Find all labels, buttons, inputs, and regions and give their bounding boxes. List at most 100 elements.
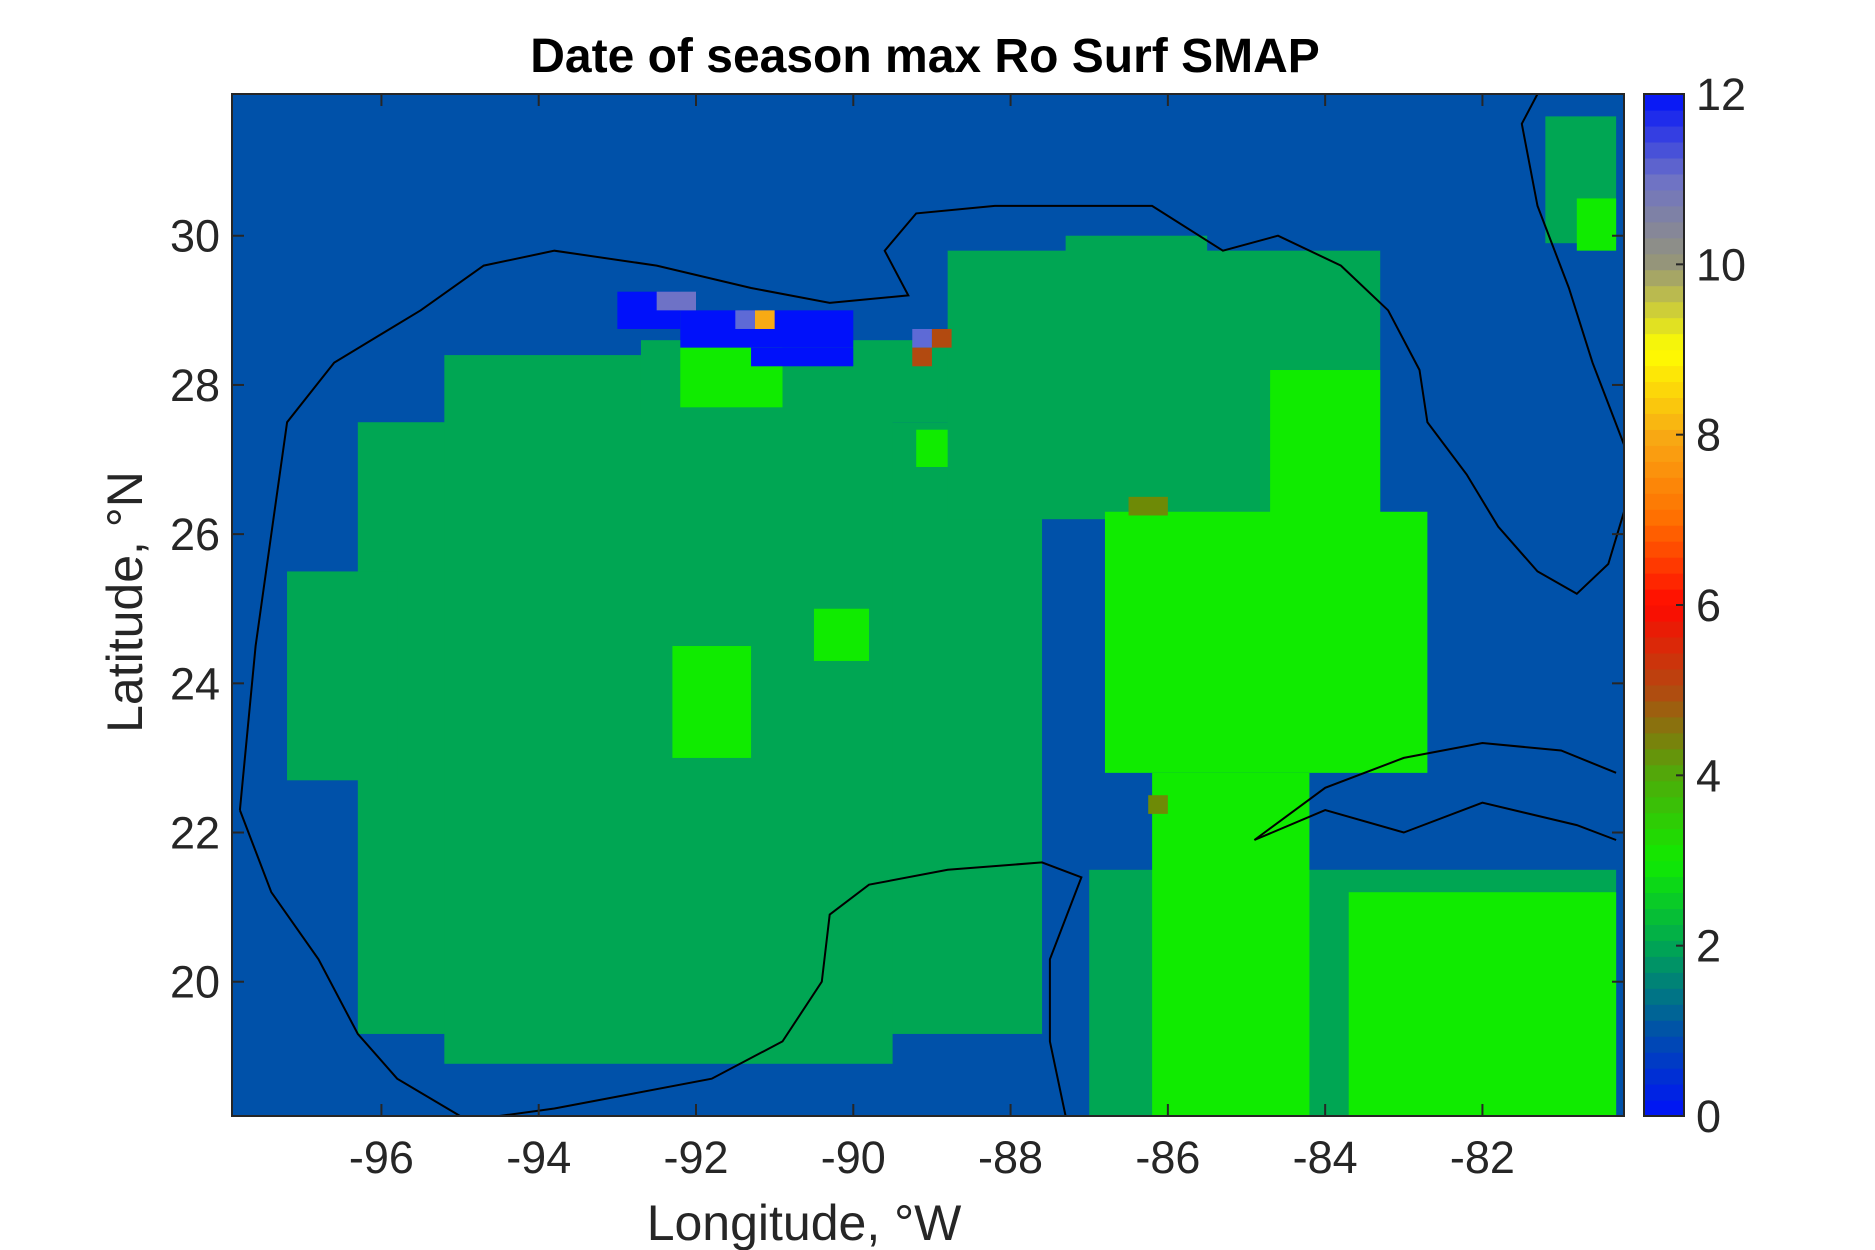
coastline-segment-3 — [1254, 801, 1617, 841]
colorbar-step — [1644, 1004, 1684, 1021]
colorbar-step — [1644, 173, 1684, 191]
y-tick-label: 20 — [170, 957, 220, 1008]
x-tick-label: -88 — [978, 1132, 1043, 1183]
colorbar-step — [1644, 956, 1684, 973]
colorbar-step — [1644, 141, 1684, 159]
colorbar-gradient — [1644, 94, 1684, 1117]
coastline-segment-1 — [1520, 93, 1625, 445]
coastline-segment-4 — [499, 861, 1083, 1117]
colorbar-step — [1644, 557, 1684, 574]
colorbar-step — [1644, 892, 1684, 910]
coastline-segment-5 — [238, 809, 461, 1117]
heatmap-cell-13 — [916, 429, 948, 467]
colorbar-step — [1644, 285, 1684, 303]
colorbar-step — [1644, 796, 1684, 814]
x-tick-label: -96 — [349, 1132, 414, 1183]
colorbar-tick-label: 8 — [1696, 410, 1721, 461]
x-axis: -96 -94 -92 -90 -88 -86 -84 -82 — [349, 94, 1515, 1183]
colorbar-step — [1644, 525, 1684, 542]
colorbar-step — [1644, 1084, 1684, 1101]
colorbar-step — [1644, 620, 1684, 638]
heatmap-cell-20 — [656, 291, 696, 311]
colorbar-step — [1644, 221, 1684, 239]
heatmap-cell-22 — [754, 310, 775, 329]
colorbar-step — [1644, 988, 1684, 1005]
heatmap-cell-23 — [912, 328, 932, 348]
colorbar-step — [1644, 189, 1684, 207]
colorbar-step — [1644, 445, 1684, 462]
colorbar-step — [1644, 908, 1684, 925]
plot-area — [231, 93, 1625, 1117]
y-tick-label: 26 — [170, 509, 220, 560]
colorbar-step — [1644, 493, 1684, 510]
colorbar-step — [1644, 876, 1684, 894]
colorbar-step — [1644, 429, 1684, 446]
x-tick-label: -94 — [506, 1132, 571, 1183]
heatmap-cell-24 — [931, 328, 952, 348]
colorbar-step — [1644, 636, 1684, 654]
colorbar-step — [1644, 748, 1684, 766]
colorbar-tick-label: 2 — [1696, 921, 1721, 972]
colorbar-step — [1644, 125, 1684, 143]
heatmap-cell-10 — [1270, 370, 1381, 572]
colorbar-step — [1644, 668, 1684, 686]
colorbar-step — [1644, 812, 1684, 830]
coastline-segment-0 — [238, 204, 1625, 811]
colorbar-step — [1644, 94, 1684, 111]
colorbar-tick-label: 6 — [1696, 580, 1721, 631]
y-tick-label: 30 — [170, 211, 220, 262]
colorbar-step — [1644, 605, 1684, 622]
colorbar: 0 2 4 6 8 10 12 — [1643, 69, 1746, 1142]
colorbar-tick-label: 4 — [1696, 750, 1721, 801]
x-tick-label: -92 — [663, 1132, 728, 1183]
colorbar-tick-label: 12 — [1696, 69, 1746, 120]
colorbar-step — [1644, 924, 1684, 941]
colorbar-step — [1644, 381, 1684, 399]
colorbar-step — [1644, 700, 1684, 718]
colorbar-step — [1644, 317, 1684, 335]
colorbar-step — [1644, 1020, 1684, 1037]
heatmap-cell-5 — [287, 571, 398, 781]
plot-frame — [231, 93, 1625, 1117]
colorbar-step — [1644, 844, 1684, 862]
heatmap-cell-21 — [735, 310, 755, 329]
colorbar-step — [1644, 1100, 1684, 1117]
colorbar-step — [1644, 413, 1684, 430]
heatmap-cell-26 — [1128, 496, 1168, 516]
colorbar-step — [1644, 764, 1684, 782]
colorbar-tick-label: 10 — [1696, 239, 1746, 290]
x-axis-label: Longitude, °W — [647, 1195, 962, 1250]
heatmap-cell-15 — [813, 608, 870, 661]
colorbar-ticks: 0 2 4 6 8 10 12 — [1676, 69, 1746, 1142]
colorbar-step — [1644, 1052, 1684, 1069]
coastline — [238, 93, 1625, 1117]
colorbar-step — [1644, 589, 1684, 606]
x-tick-label: -86 — [1135, 1132, 1200, 1183]
y-axis-label: Latitude, °N — [97, 471, 153, 733]
colorbar-step — [1644, 301, 1684, 319]
colorbar-step — [1644, 205, 1684, 223]
y-tick-label: 22 — [170, 808, 220, 859]
colorbar-step — [1644, 1068, 1684, 1085]
heatmap-cells — [287, 116, 1617, 1116]
colorbar-step — [1644, 940, 1684, 957]
heatmap-cell-1 — [444, 355, 893, 1064]
heatmap-cell-11 — [1348, 892, 1617, 1116]
colorbar-step — [1644, 397, 1684, 414]
x-tick-label: -84 — [1293, 1132, 1358, 1183]
y-tick-label: 24 — [170, 658, 220, 709]
colorbar-step — [1644, 509, 1684, 526]
colorbar-step — [1644, 860, 1684, 878]
heatmap-cell-4 — [1065, 235, 1208, 288]
heatmap-cell-19 — [751, 347, 854, 367]
heatmap-cell-14 — [672, 646, 752, 758]
colorbar-step — [1644, 716, 1684, 734]
colorbar-step — [1644, 541, 1684, 558]
colorbar-step — [1644, 365, 1684, 383]
coastline-segment-2 — [1253, 741, 1617, 841]
x-tick-label: -82 — [1450, 1132, 1515, 1183]
colorbar-step — [1644, 333, 1684, 351]
colorbar-step — [1644, 349, 1684, 367]
colorbar-step — [1644, 684, 1684, 702]
